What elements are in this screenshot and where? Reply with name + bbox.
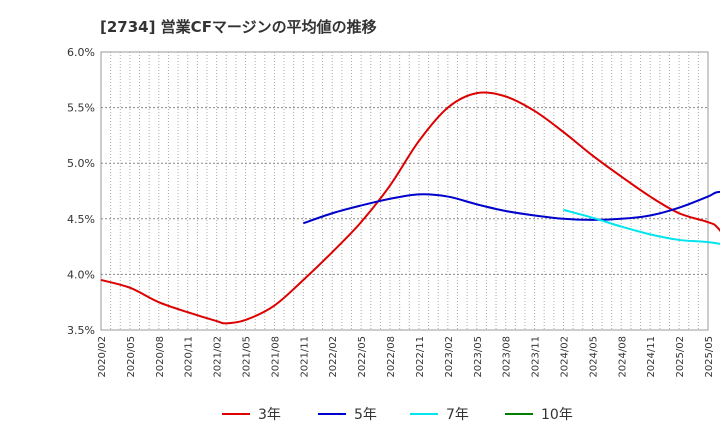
- x-tick-label: 2024/05: [588, 336, 599, 378]
- x-tick-label: 2021/08: [270, 336, 281, 378]
- y-tick-label: 6.0%: [67, 46, 95, 59]
- x-tick-label: 2022/08: [386, 336, 397, 378]
- x-tick-label: 2020/11: [184, 336, 195, 378]
- x-tick-label: 2024/08: [617, 336, 628, 378]
- x-tick-label: 2025/02: [675, 336, 686, 378]
- x-tick-label: 2020/05: [126, 336, 137, 378]
- x-tick-label: 2023/02: [444, 336, 455, 378]
- series-line-2: [563, 208, 720, 245]
- x-tick-label: 2020/02: [97, 336, 108, 378]
- x-tick-label: 2024/11: [646, 336, 657, 378]
- x-tick-label: 2021/11: [299, 336, 310, 378]
- x-tick-label: 2023/11: [531, 336, 542, 378]
- y-tick-label: 4.5%: [67, 213, 95, 226]
- y-tick-label: 5.5%: [67, 102, 95, 115]
- x-tick-label: 2022/05: [357, 336, 368, 378]
- x-tick-label: 2021/02: [213, 336, 224, 378]
- y-tick-label: 4.0%: [67, 268, 95, 281]
- x-tick-label: 2022/11: [415, 336, 426, 378]
- x-tick-label: 2025/05: [704, 336, 715, 378]
- y-axis-ticks: 3.5% 4.0% 4.5% 5.0% 5.5% 6.0%: [67, 46, 95, 337]
- plot-area: [100, 51, 709, 331]
- series-line-0: [100, 91, 720, 325]
- x-tick-label: 2021/05: [242, 336, 253, 378]
- legend-label-3: 10年: [541, 407, 573, 423]
- x-tick-label: 2022/02: [328, 336, 339, 378]
- grid-lines: [101, 52, 708, 330]
- x-tick-label: 2024/02: [559, 336, 570, 378]
- legend-label-1: 5年: [354, 407, 377, 423]
- legend: 3年 5年 7年 10年: [222, 407, 573, 423]
- legend-label-0: 3年: [258, 407, 281, 423]
- y-tick-label: 3.5%: [67, 324, 95, 337]
- x-tick-label: 2023/08: [502, 336, 513, 378]
- x-tick-label: 2023/05: [473, 336, 484, 378]
- legend-label-2: 7年: [446, 407, 469, 423]
- series-line-1: [303, 190, 720, 225]
- series-lines: [100, 91, 720, 325]
- y-tick-label: 5.0%: [67, 157, 95, 170]
- x-tick-label: 2020/08: [155, 336, 166, 378]
- chart-title: [2734] 営業CFマージンの平均値の推移: [100, 18, 377, 36]
- x-axis-ticks: 2020/02 2020/05 2020/08 2020/11 2021/02 2021/…: [97, 336, 715, 378]
